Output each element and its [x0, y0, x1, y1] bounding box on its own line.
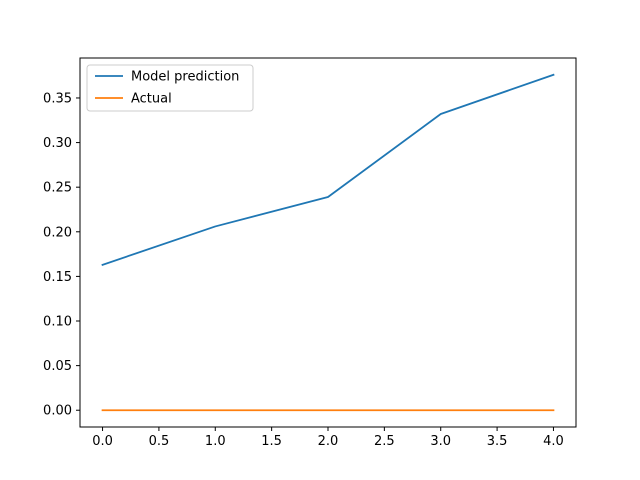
y-tick-label: 0.15: [43, 270, 72, 285]
x-tick-label: 0.5: [149, 434, 170, 449]
x-tick-label: 2.0: [318, 434, 339, 449]
series-layer: [101, 73, 555, 412]
y-tick-label: 0.35: [43, 91, 72, 106]
axes-layer: 0.0 0.5 1.0 1.5 2.0 2.5 3.0 3.5 4.0 0.00 0.05 0.10 0…: [43, 57, 577, 449]
legend-label-0: Model prediction: [131, 70, 239, 85]
y-tick-label: 0.00: [43, 404, 72, 419]
legend: Model prediction Actual: [86, 64, 254, 112]
x-tick-label: 1.5: [261, 434, 282, 449]
y-tick-label: 0.30: [43, 136, 72, 151]
x-tick-label: 3.0: [430, 434, 451, 449]
y-tick-label: 0.20: [43, 225, 72, 240]
series-line-0: [101, 73, 555, 266]
y-tick-label: 0.10: [43, 315, 72, 330]
legend-label-1: Actual: [131, 92, 172, 107]
y-tick-label: 0.05: [43, 359, 72, 374]
y-tick-label: 0.25: [43, 181, 72, 196]
x-tick-label: 1.0: [205, 434, 226, 449]
x-tick-label: 0.0: [92, 434, 113, 449]
x-tick-label: 2.5: [374, 434, 395, 449]
x-tick-label: 4.0: [543, 434, 564, 449]
x-tick-label: 3.5: [487, 434, 508, 449]
legend-box: [86, 64, 254, 112]
